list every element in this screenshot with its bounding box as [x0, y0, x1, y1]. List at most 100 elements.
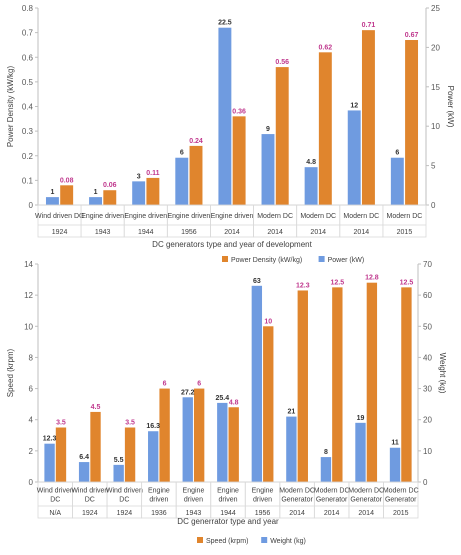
- right-series-bar: [355, 422, 366, 482]
- y-left-tick-label: 2: [29, 447, 34, 456]
- category-year-label: 1943: [186, 510, 202, 517]
- bar-data-label: 3.5: [56, 420, 66, 427]
- bar-data-label: 6: [163, 381, 167, 388]
- bar-data-label: 12.5: [400, 279, 414, 286]
- bar-data-label: 9: [266, 126, 270, 133]
- bar-data-label: 3: [137, 173, 141, 180]
- right-series-bar: [304, 167, 318, 205]
- bar-data-label: 4.5: [91, 404, 101, 411]
- right-series-bar: [389, 447, 401, 482]
- right-series-bar: [44, 443, 55, 482]
- category-year-label: 2014: [354, 229, 370, 236]
- bar-data-label: 6: [197, 381, 201, 388]
- category-label: Engine driven: [252, 488, 274, 504]
- bar-data-label: 12.3: [296, 282, 310, 289]
- bar-data-label: 12.3: [43, 436, 57, 443]
- y-right-tick-label: 40: [423, 353, 432, 362]
- y-right-tick-label: 30: [423, 385, 432, 394]
- category-year-label: 1924: [82, 510, 98, 517]
- bar-data-label: 6: [395, 150, 399, 157]
- y-left-tick-label: 8: [29, 353, 34, 362]
- category-year-label: N/A: [49, 510, 61, 517]
- category-cell: [382, 204, 427, 238]
- y-left-tick-label: 0: [29, 201, 34, 210]
- y-axis-right-title: Power (kW): [446, 86, 455, 128]
- bar-data-label: 0.62: [319, 44, 333, 51]
- left-series-bar: [103, 190, 117, 205]
- y-right-tick-label: 20: [431, 43, 440, 52]
- bar-data-label: 16.3: [146, 423, 160, 430]
- legend-label: Speed (krpm): [206, 538, 248, 545]
- right-series-bar: [347, 110, 361, 205]
- bar-data-label: 63: [253, 278, 261, 285]
- bar-data-label: 6.4: [79, 454, 89, 461]
- right-series-bar: [390, 157, 404, 205]
- bar-data-label: 5.5: [114, 457, 124, 464]
- legend-swatch: [318, 256, 325, 262]
- left-series-bar: [60, 185, 74, 205]
- category-label: Engine driven: [183, 488, 205, 504]
- category-year-label: 1944: [220, 510, 236, 517]
- category-label: Wind driven DC: [106, 488, 143, 504]
- left-series-bar: [55, 427, 67, 482]
- y-right-tick-label: 10: [423, 447, 432, 456]
- bar-data-label: 0.56: [275, 59, 289, 66]
- y-right-tick-label: 10: [431, 122, 440, 131]
- x-axis-title: DC generators type and year of developme…: [152, 240, 312, 249]
- legend-swatch: [197, 537, 203, 543]
- category-year-label: 1944: [138, 229, 154, 236]
- y-left-tick-label: 0.5: [22, 78, 34, 87]
- x-axis-title: DC generrator type and year: [177, 517, 279, 526]
- category-label: Wind driven DC: [37, 488, 74, 504]
- category-year-label: 2015: [393, 510, 409, 517]
- left-series-bar: [228, 407, 239, 482]
- bar-data-label: 0.11: [146, 170, 159, 177]
- bar-data-label: 3.5: [125, 420, 135, 427]
- speed-weight-chart: 0 2 4 6 8 10 12 14 0 10 20 30 40 50 60 70 Speed (krpm) We…: [6, 260, 447, 545]
- left-series-bar: [189, 145, 203, 205]
- left-series-bar: [405, 40, 419, 206]
- bar-data-label: 1: [94, 189, 98, 196]
- bar-data-label: 1: [50, 189, 54, 196]
- category-year-label: 2015: [397, 229, 413, 236]
- left-series-bar: [232, 116, 246, 205]
- category-year-label: 1936: [151, 510, 167, 517]
- category-year-label: 2014: [224, 229, 240, 236]
- y-right-tick-label: 25: [431, 4, 440, 13]
- bar-data-label: 0.24: [189, 138, 203, 145]
- category-label: Wind driven DC: [71, 488, 108, 504]
- bar-data-label: 4.8: [306, 159, 316, 166]
- category-year-label: 2014: [358, 510, 374, 517]
- y-left-tick-label: 4: [29, 416, 34, 425]
- category-label: Modern DC: [300, 213, 336, 220]
- left-series-bar: [159, 388, 170, 482]
- category-label: Engine driven: [148, 488, 170, 504]
- left-series-bar: [361, 30, 375, 205]
- y-left-tick-label: 14: [24, 260, 33, 269]
- category-year-label: 1924: [52, 229, 68, 236]
- y-right-tick-label: 0: [431, 201, 436, 210]
- left-series-bar: [275, 67, 289, 205]
- y-right-tick-label: 5: [431, 162, 436, 171]
- left-series-bar: [90, 411, 101, 482]
- category-year-label: 2014: [324, 510, 340, 517]
- bar-data-label: 4.8: [229, 399, 239, 406]
- y-right-tick-label: 60: [423, 291, 432, 300]
- y-right-tick-label: 50: [423, 322, 432, 331]
- category-label: Modern DC Generator: [314, 488, 350, 504]
- right-series-bar: [175, 157, 189, 205]
- category-year-label: 1924: [117, 510, 133, 517]
- category-label: Modern DC: [343, 213, 379, 220]
- category-label: Engine driven: [217, 488, 239, 504]
- bar-data-label: 0.08: [60, 177, 74, 184]
- y-left-tick-label: 6: [29, 385, 34, 394]
- category-label: Engine driven: [167, 213, 210, 220]
- right-series-bar: [113, 464, 124, 482]
- y-left-tick-label: 0.3: [22, 127, 34, 136]
- bar-data-label: 0.71: [362, 22, 376, 29]
- y-left-tick-label: 12: [24, 291, 33, 300]
- bar-data-label: 0.67: [405, 32, 419, 39]
- bar-data-label: 10: [264, 318, 272, 325]
- category-label: Modern DC Generator: [348, 488, 384, 504]
